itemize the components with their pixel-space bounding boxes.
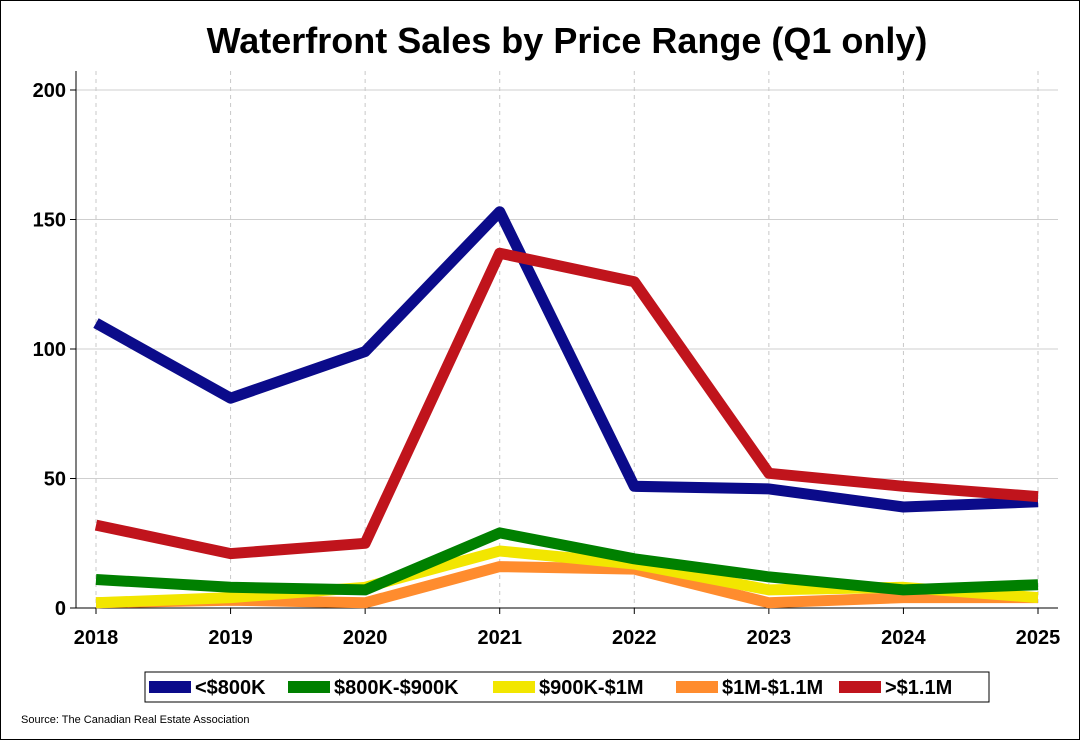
legend: <$800K $800K-$900K $900K-$1M $1M-$1.1M >$1.1… [144,671,990,703]
x-tick-label: 2021 [477,627,522,649]
x-tick-label: 2022 [612,627,657,649]
y-tick-label: 0 [55,598,66,620]
legend-swatch [149,681,191,693]
series-line-2 [95,527,1039,596]
legend-label: $900K-$1M [539,677,644,699]
x-tick-label: 2023 [747,627,792,649]
legend-swatch [839,681,881,693]
legend-label: <$800K [195,677,266,699]
legend-swatch [676,681,718,693]
legend-label: >$1.1M [885,677,952,699]
legend-label: $800K-$900K [334,677,459,699]
source-note: Source: The Canadian Real Estate Associa… [21,714,250,726]
y-tick-label: 200 [33,80,66,102]
x-tick-label: 2024 [881,627,926,649]
x-tick-label: 2019 [208,627,253,649]
x-tick-label: 2018 [74,627,119,649]
x-tick-label: 2025 [1016,627,1061,649]
axes: 0 50 100 150 200 2018 2019 2020 2021 2022 2023 2024… [33,71,1061,649]
legend-swatch [493,681,535,693]
series-line-5 [94,247,1039,560]
x-tick-label: 2020 [343,627,388,649]
series-lines [93,206,1039,609]
y-tick-label: 50 [44,469,66,491]
series-line-1 [93,206,1039,513]
y-tick-label: 150 [33,210,66,232]
chart-title: Waterfront Sales by Price Range (Q1 only… [207,20,928,61]
gridlines [76,71,1058,608]
y-tick-label: 100 [33,339,66,361]
legend-swatch [288,681,330,693]
legend-label: $1M-$1.1M [722,677,823,699]
